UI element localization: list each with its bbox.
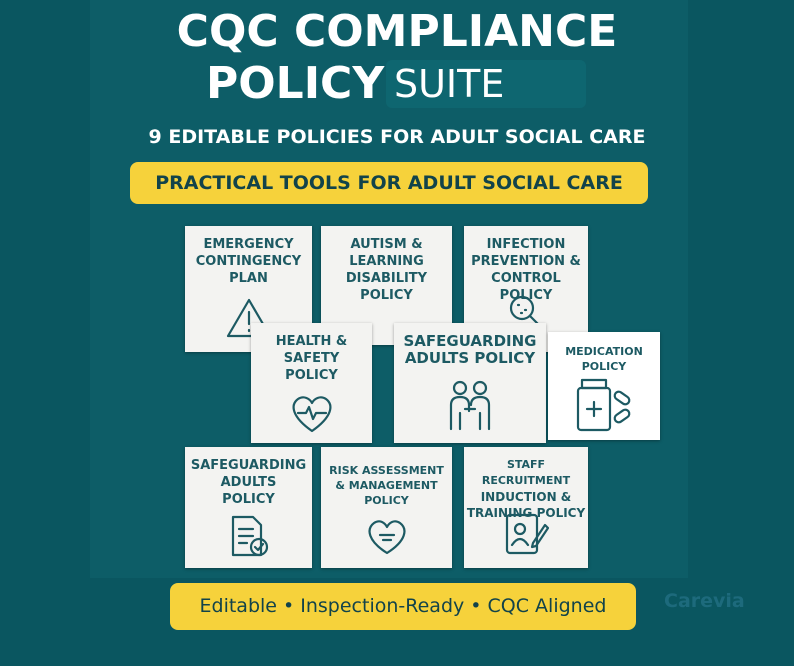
title: SUITE (386, 60, 586, 108)
card-line: POLICY (364, 494, 409, 507)
card-line: SAFETY (283, 351, 340, 366)
card-line: POLICY (581, 360, 627, 373)
icon (509, 295, 544, 330)
card-line: EMERGENCY (203, 237, 294, 252)
tagline: Editable • Inspection-Ready • CQC Aligne… (170, 583, 636, 630)
subtitle: 9 EDITABLE POLICIES FOR ADULT SOCIAL CAR… (148, 126, 646, 148)
card-line: CONTROL POLICY (491, 271, 561, 303)
card-line: LEARNING (349, 254, 424, 269)
card-line: DISABILITY (345, 271, 428, 286)
card: RISK ASSESSMENT & MANAGEMENT POLICY (321, 447, 452, 568)
logo: Carevia (664, 590, 745, 612)
card: STAFF RECRUITMENT INDUCTION & TRAINING POL… (464, 447, 588, 568)
card-line: PREVENTION & (471, 254, 581, 269)
icon (576, 378, 631, 432)
banner: PRACTICAL TOOLS FOR ADULT SOCIAL CARE (130, 162, 648, 204)
card-line: INDUCTION & (480, 490, 572, 504)
card: SAFEGUARDING ADULTS POLICY (185, 447, 312, 568)
title: POLICY (206, 58, 385, 109)
card-line: HEALTH & (275, 334, 348, 349)
card-line: POLICY (222, 492, 275, 507)
card-line: & MANAGEMENT (335, 479, 438, 492)
card-line: TRAINING POLICY (466, 506, 586, 520)
card-line: MEDICATION (565, 345, 643, 358)
icon (292, 396, 331, 433)
icon (505, 513, 549, 555)
card-line: SAFEGUARDING (403, 332, 537, 350)
card-line: POLICY (285, 368, 338, 383)
icon (231, 515, 268, 557)
card-line: RISK ASSESSMENT (329, 464, 444, 477)
icon (367, 520, 406, 555)
card: MEDICATION POLICY (548, 332, 660, 440)
card-line: POLICY (360, 288, 413, 303)
card-line: INFECTION (486, 237, 566, 252)
card-line: ADULTS (220, 475, 277, 490)
icon (449, 380, 491, 431)
icon (226, 298, 271, 338)
card: HEALTH & SAFETY POLICY (251, 323, 372, 443)
card-line: SAFEGUARDING (190, 458, 307, 473)
card-line: CONTINGENCY (195, 254, 302, 269)
card: SAFEGUARDING ADULTS POLICY (394, 323, 546, 443)
card-line: STAFF RECRUITMENT (481, 458, 571, 487)
card-line: PLAN (229, 271, 268, 286)
card-line: AUTISM & (350, 237, 423, 252)
title: CQC COMPLIANCE (176, 6, 618, 57)
card-line: ADULTS POLICY (404, 349, 536, 367)
